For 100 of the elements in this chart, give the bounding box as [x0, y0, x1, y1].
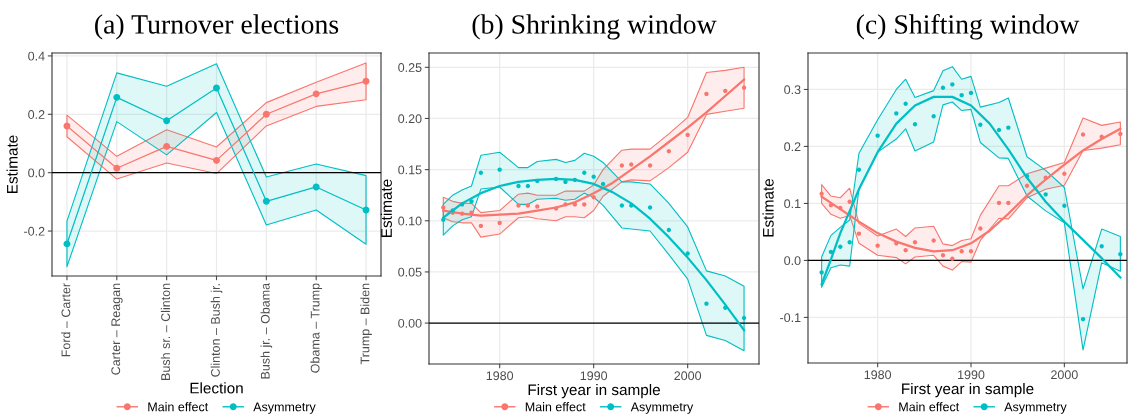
point: [685, 132, 690, 138]
point: [978, 226, 983, 231]
point: [847, 199, 852, 204]
point: [875, 243, 880, 248]
y-tick-label: 0.25: [398, 63, 422, 72]
x-tick-label: Clinton – Bush jr.: [210, 284, 223, 377]
point: [478, 170, 484, 175]
point: [903, 247, 908, 253]
x-tick-label: Ford – Carter: [61, 283, 71, 357]
point: [163, 117, 171, 125]
point: [535, 178, 540, 184]
x-axis-title: Election: [190, 382, 243, 394]
y-axis-title: Estimate: [6, 135, 18, 193]
point: [828, 249, 834, 255]
point: [704, 301, 709, 306]
chart-title: (b) Shrinking window: [472, 14, 717, 40]
y-tick-label: 0.3: [784, 85, 801, 95]
legend-label: Asymmetry: [1004, 402, 1067, 414]
point: [629, 203, 634, 208]
point: [912, 240, 918, 245]
point: [819, 270, 824, 275]
point: [497, 220, 502, 226]
point: [600, 181, 606, 187]
point: [903, 101, 908, 106]
point: [931, 238, 936, 243]
point: [894, 111, 899, 116]
point: [856, 231, 862, 236]
point: [619, 203, 625, 208]
point: [113, 93, 121, 101]
y-tick-label: 0.00: [398, 318, 422, 328]
y-tick-label: 0.0: [28, 168, 45, 178]
y-tick-label: 0.0: [784, 256, 801, 266]
x-tick-label: Bush sr. – Clinton: [160, 283, 171, 380]
point: [1024, 183, 1030, 188]
chart-title: (c) Shifting window: [856, 14, 1080, 40]
y-tick-label: 0.1: [784, 199, 801, 209]
point: [163, 142, 171, 150]
point: [582, 170, 587, 175]
point: [968, 249, 974, 254]
point: [1080, 132, 1086, 137]
point: [1006, 200, 1011, 206]
line-series: [820, 95, 1122, 286]
point: [441, 217, 446, 222]
point: [875, 133, 880, 138]
point: [469, 199, 474, 204]
point: [459, 211, 465, 216]
point: [959, 92, 964, 98]
point: [912, 122, 918, 127]
point: [968, 90, 974, 96]
point: [978, 122, 983, 127]
point: [535, 204, 540, 209]
point: [213, 84, 220, 92]
y-axis-title: Estimate: [762, 178, 774, 237]
point: [647, 205, 653, 210]
point: [996, 200, 1002, 206]
point: [838, 244, 843, 249]
point: [856, 167, 862, 173]
point: [996, 127, 1002, 133]
y-tick-label: 0.05: [398, 267, 422, 277]
point: [1099, 243, 1104, 249]
x-tick-label: Trump – Biden: [360, 283, 372, 365]
point: [1006, 125, 1011, 130]
point: [894, 241, 899, 246]
point: [959, 249, 964, 254]
point: [1080, 316, 1086, 322]
point: [1118, 251, 1123, 257]
x-tick-label: 1990: [958, 370, 985, 380]
point: [838, 205, 843, 211]
y-tick-label: -0.2: [24, 226, 45, 236]
point: [591, 195, 596, 200]
point: [819, 191, 824, 196]
point: [572, 202, 578, 207]
point: [685, 251, 690, 256]
point: [441, 205, 446, 210]
x-tick-label: Bush jr. – Obama: [260, 282, 273, 379]
x-tick-label: Obama – Trump: [310, 283, 323, 373]
legend-label: Main effect: [148, 402, 209, 412]
y-tick-label: 0.2: [28, 110, 45, 119]
point: [723, 305, 728, 310]
point: [362, 77, 370, 85]
point: [940, 253, 946, 258]
line-series: [820, 127, 1122, 253]
point: [950, 256, 955, 261]
point: [469, 210, 474, 215]
legend-label: Asymmetry: [630, 402, 694, 414]
x-tick-label: 1980: [864, 370, 892, 380]
x-axis-title: First year in sample: [902, 382, 1034, 398]
point: [1043, 175, 1048, 180]
point: [619, 163, 625, 168]
point: [1024, 173, 1030, 179]
point: [516, 203, 521, 208]
y-tick-label: 0.15: [398, 165, 422, 175]
line-series: [442, 177, 746, 332]
point: [459, 202, 465, 207]
point: [312, 90, 320, 98]
point: [647, 163, 653, 168]
point: [213, 156, 220, 164]
point: [847, 240, 852, 245]
y-tick-label: 0.20: [398, 114, 422, 124]
legend-label: Main effect: [525, 402, 586, 412]
